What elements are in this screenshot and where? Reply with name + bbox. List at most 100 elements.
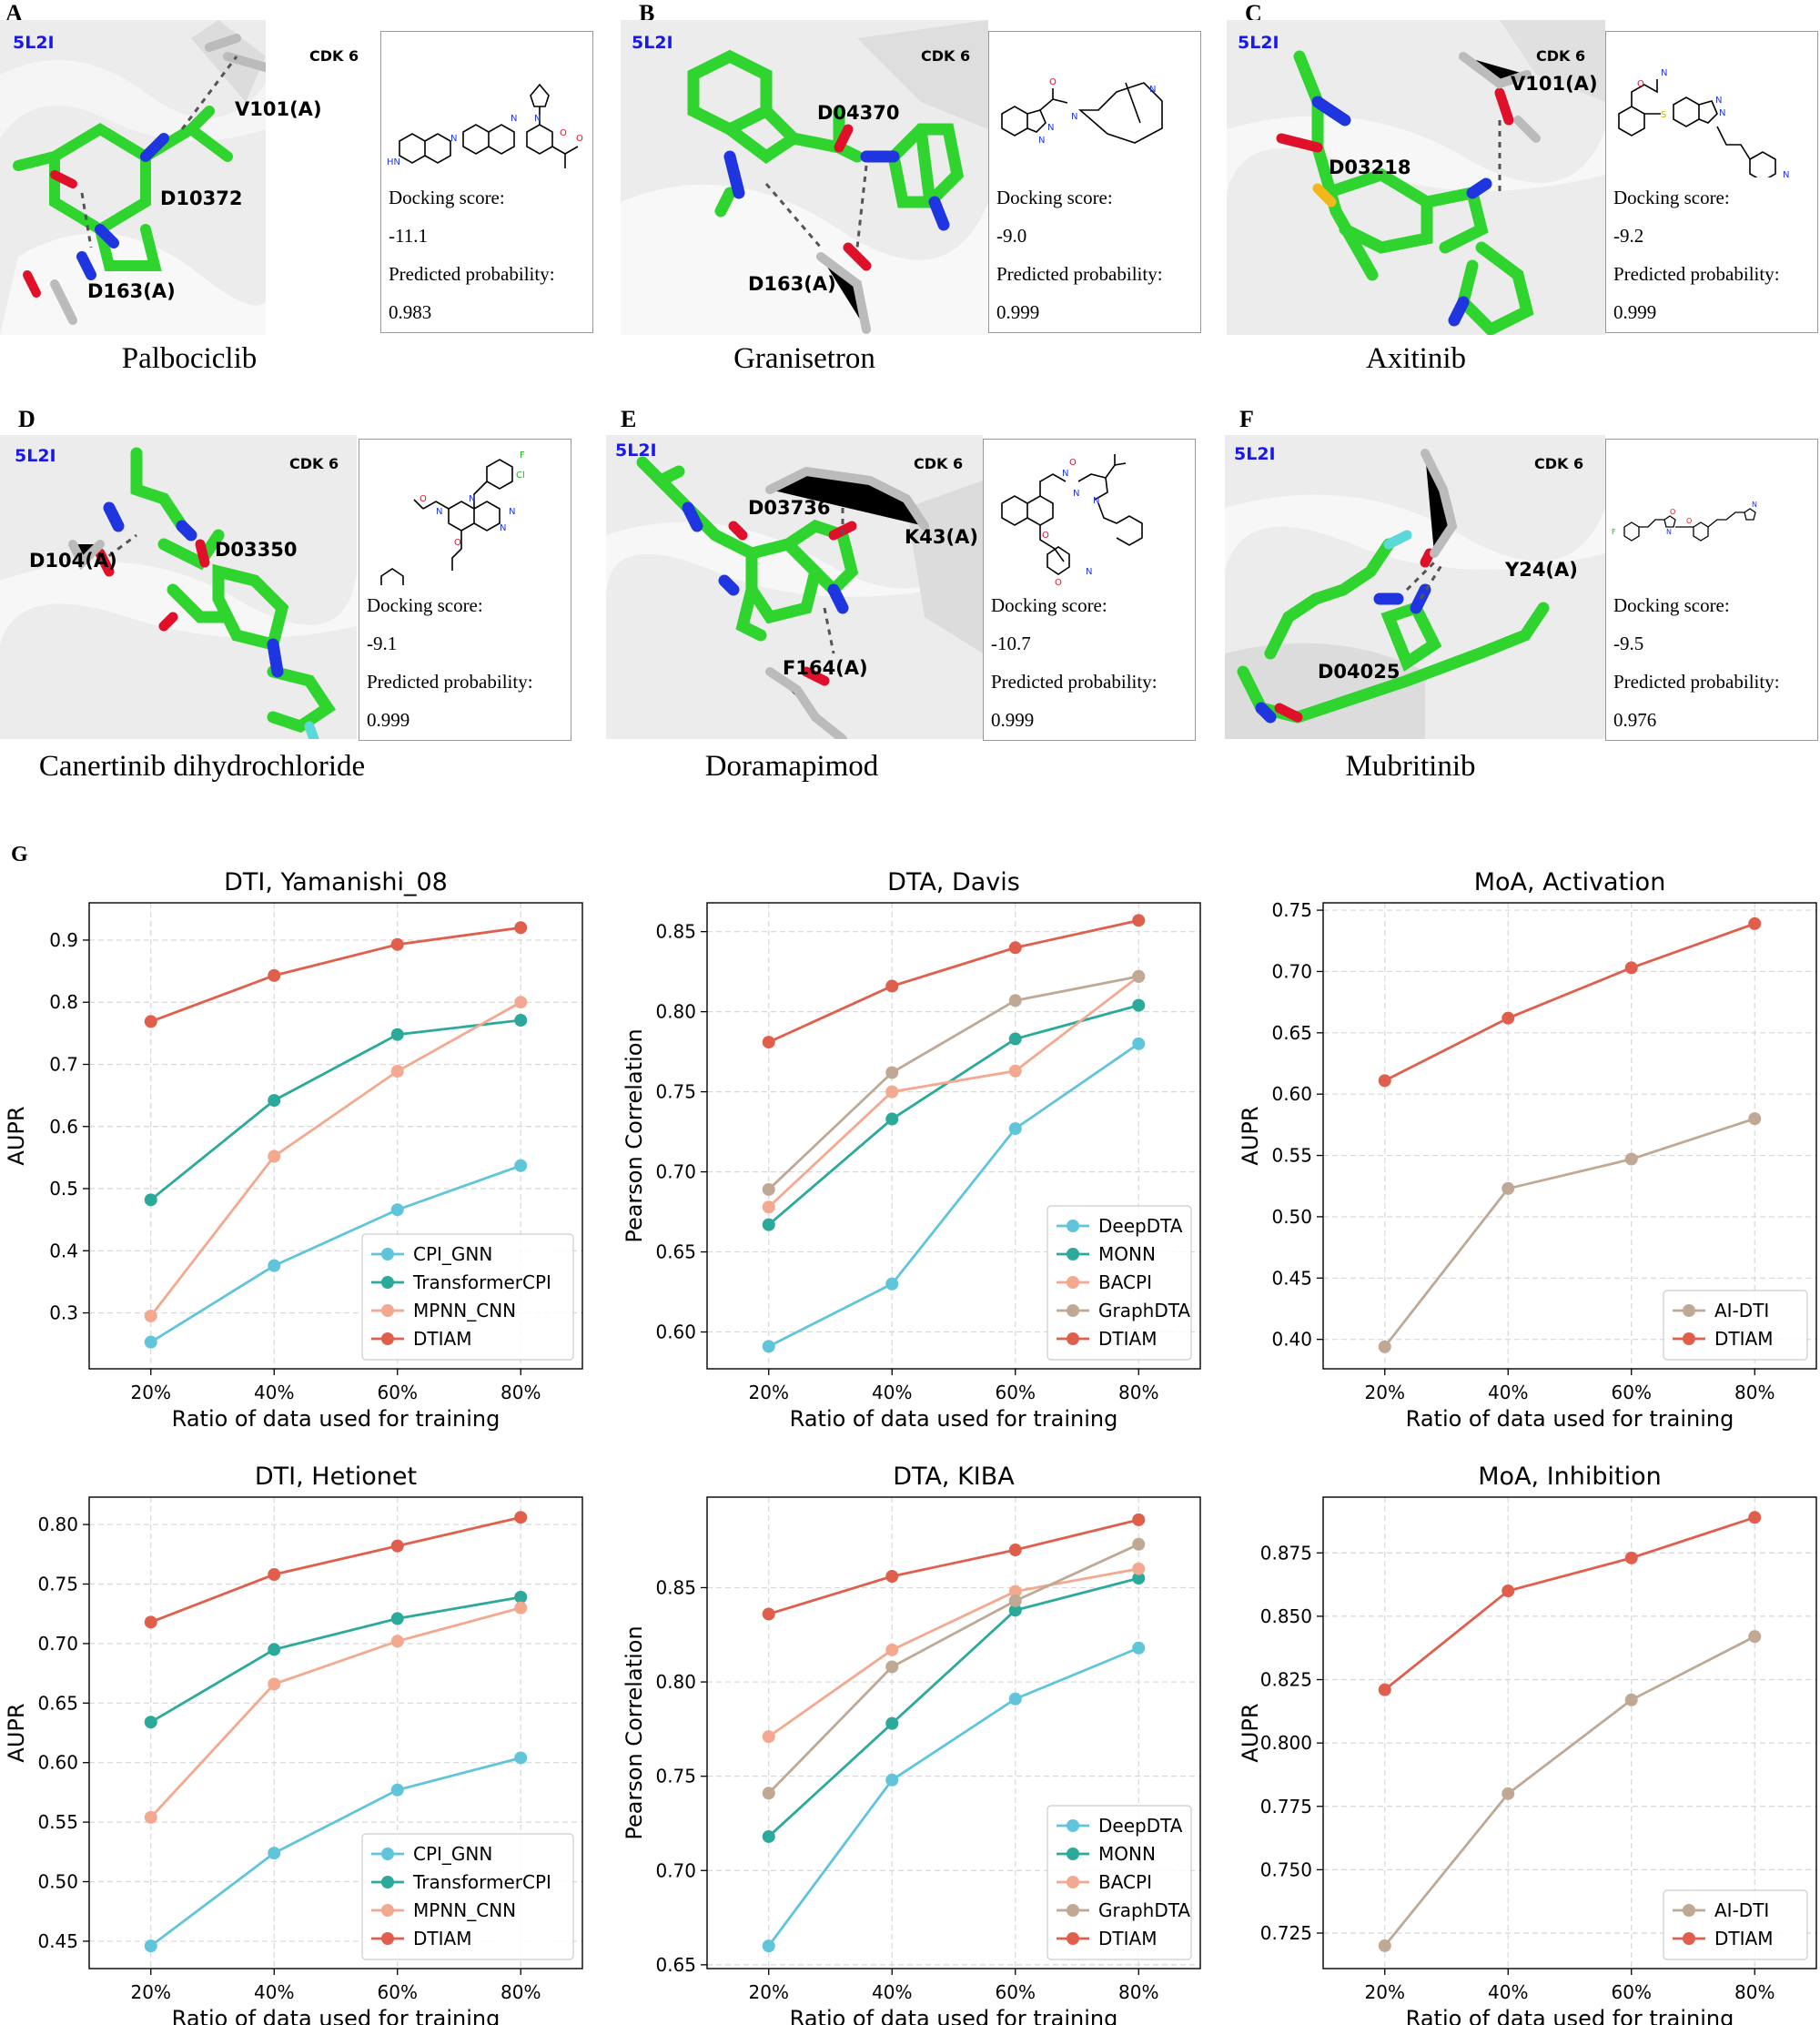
residue-label-b-1: D04370 [817, 102, 900, 124]
y-tick-label: 0.75 [1271, 899, 1312, 921]
x-tick-label: 60% [996, 1981, 1036, 2003]
panel-letter-g: G [11, 843, 28, 866]
legend-label: TransformerCPI [412, 1871, 551, 1893]
legend-box [1663, 1889, 1808, 1960]
panel-letter-d: D [18, 406, 35, 432]
legend-label: MONN [1098, 1843, 1156, 1865]
series-line-dtiam [150, 926, 521, 1023]
probability-value-d: 0.999 [367, 709, 410, 731]
svg-text:N: N [534, 114, 541, 124]
legend-swatch-marker [381, 1248, 394, 1261]
y-axis-label: Pearson Correlation [622, 1625, 647, 1839]
x-tick-label: 20% [1365, 1382, 1405, 1403]
legend-swatch-marker [381, 1332, 394, 1345]
legend-swatch-marker [1067, 1904, 1079, 1917]
x-tick-label: 80% [1734, 1382, 1774, 1403]
series-line-bacpi [767, 975, 1140, 1209]
pdb-id-a: 5L2I [13, 33, 55, 53]
legend-swatch-marker [1067, 1819, 1079, 1832]
legend-box [1663, 1290, 1808, 1361]
data-point [514, 1601, 528, 1615]
data-point [885, 1570, 899, 1584]
pdb-id-e: 5L2I [615, 440, 657, 461]
data-point [762, 1036, 775, 1049]
y-tick-label: 0.850 [1260, 1605, 1312, 1627]
data-point [885, 1277, 899, 1291]
probability-value-b: 0.999 [996, 301, 1040, 323]
chart-title: DTI, Hetionet [255, 1463, 417, 1491]
data-point [1008, 1064, 1022, 1078]
svg-text:O: O [420, 494, 427, 504]
data-point [268, 1149, 281, 1163]
data-point [268, 1677, 281, 1691]
x-tick-label: 80% [1734, 1981, 1774, 2003]
drug-name-c: Axitinib [1365, 342, 1467, 375]
data-point [762, 1730, 775, 1744]
x-tick-label: 80% [1118, 1382, 1158, 1403]
data-point [762, 1829, 775, 1843]
chart-6: 0.725 0.750 0.775 0.800 0.825 0.850 0.875 20% 40… [1238, 1463, 1817, 2025]
plot-frame [706, 1496, 1201, 1969]
data-point [144, 1810, 157, 1824]
data-point [1132, 1037, 1146, 1050]
legend: DeepDTA MONN BACPI GraphDTA DTIAM [1046, 1805, 1192, 1960]
series-line-mpnn_cnn [149, 1001, 521, 1317]
cdk-label-f: CDK 6 [1534, 455, 1584, 472]
data-point [762, 1607, 775, 1621]
data-point [1008, 1032, 1022, 1046]
data-point [1008, 941, 1022, 955]
x-tick-label: 20% [749, 1382, 789, 1403]
docking-score-value-a: -11.1 [389, 225, 428, 247]
protein-ligand-render-e [606, 435, 983, 739]
legend: CPI_GNN TransformerCPI MPNN_CNN DTIAM [361, 1833, 574, 1960]
panel-letter-a: A [5, 0, 23, 26]
chart-4: 0.45 0.50 0.55 0.60 0.65 0.70 0.75 0.80 20% 40% 60… [4, 1463, 583, 2025]
data-point [514, 1014, 528, 1028]
svg-text:O: O [560, 128, 567, 138]
data-point [1008, 1692, 1022, 1706]
docking-image-a [0, 20, 266, 335]
y-tick-label: 0.60 [1271, 1083, 1312, 1105]
legend-label: DTIAM [1098, 1328, 1157, 1350]
probability-label-c: Predicted probability: [1613, 263, 1780, 285]
legend-swatch-marker [1683, 1304, 1695, 1317]
y-tick-label: 0.60 [37, 1752, 78, 1774]
data-point [1132, 1572, 1146, 1585]
x-tick-label: 80% [500, 1981, 541, 2003]
svg-text:N: N [1719, 108, 1725, 118]
x-tick-label: 20% [1365, 1981, 1405, 2003]
series-line-dtiam [768, 918, 1139, 1044]
y-tick-label: 0.85 [655, 1576, 696, 1598]
residue-label-a-3: D163(A) [87, 280, 176, 302]
docking-score-value-b: -9.0 [996, 225, 1027, 247]
data-point [762, 1939, 775, 1953]
residue-label-e-1: D03736 [748, 497, 831, 519]
protein-ligand-render-a [0, 20, 266, 335]
probability-label-f: Predicted probability: [1613, 671, 1780, 693]
legend-label: DTIAM [413, 1928, 471, 1949]
pdb-id-f: 5L2I [1234, 444, 1276, 464]
x-tick-label: 60% [1612, 1981, 1652, 2003]
data-point [1378, 1074, 1391, 1088]
cdk-label-b: CDK 6 [921, 47, 971, 65]
data-point [390, 1028, 404, 1041]
data-point [390, 1612, 404, 1625]
data-point [268, 1847, 281, 1860]
y-tick-label: 0.800 [1260, 1732, 1312, 1754]
series-line-dtiam [1383, 1515, 1755, 1691]
docking-score-label-d: Docking score: [367, 594, 483, 616]
svg-text:N: N [1783, 170, 1789, 177]
svg-text:N: N [500, 523, 506, 533]
y-tick-label: 0.875 [1260, 1542, 1312, 1564]
svg-text:N: N [1062, 469, 1068, 479]
legend-swatch-marker [1683, 1332, 1695, 1345]
chart-1: 0.3 0.4 0.5 0.6 0.7 0.8 0.9 20% 40% 60% 80% DTI, Ya… [4, 868, 583, 1432]
data-point [1624, 1551, 1638, 1564]
y-tick-label: 0.55 [1271, 1145, 1312, 1167]
data-point [514, 1590, 528, 1604]
x-tick-label: 40% [1488, 1382, 1528, 1403]
x-tick-label: 60% [996, 1382, 1036, 1403]
